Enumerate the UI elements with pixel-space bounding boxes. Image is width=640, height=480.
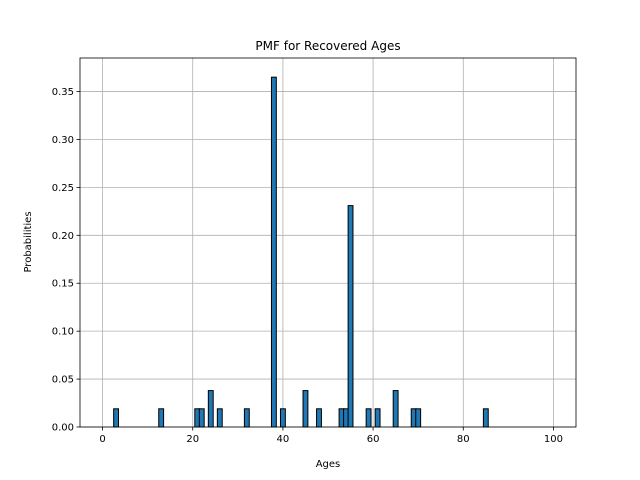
bar-age-32 — [243, 408, 250, 428]
chart-title: PMF for Recovered Ages — [255, 39, 400, 53]
bar-age-55 — [347, 205, 354, 428]
y-tick-label: 0.05 — [52, 375, 74, 386]
y-axis-label: Probabilities — [23, 211, 34, 272]
y-tick-label: 0.20 — [52, 231, 74, 242]
grid-lines — [80, 58, 576, 428]
y-tick-label: 0.10 — [52, 327, 74, 338]
bar-age-61 — [374, 408, 381, 428]
y-axis-ticks: 0.00 0.05 0.10 0.15 0.20 0.25 0.30 0.35 — [52, 87, 80, 434]
y-tick-label: 0.30 — [52, 135, 74, 146]
y-tick-label: 0.25 — [52, 183, 74, 194]
bar-age-65 — [392, 390, 399, 428]
bar-age-45 — [302, 390, 309, 428]
y-tick-label: 0.15 — [52, 279, 74, 290]
x-tick-label: 40 — [277, 434, 290, 445]
bar-age-48 — [316, 408, 322, 428]
bar-age-26 — [216, 408, 223, 428]
y-tick-label: 0.00 — [52, 423, 74, 434]
bar-age-38 — [270, 76, 277, 428]
bar-age-3 — [113, 408, 120, 428]
x-tick-label: 60 — [367, 434, 380, 445]
bar-age-13 — [158, 408, 165, 428]
y-tick-label: 0.35 — [52, 87, 74, 98]
plot-area — [80, 58, 576, 427]
bar-age-40 — [279, 408, 286, 428]
bar-age-24 — [207, 390, 214, 428]
x-tick-label: 80 — [457, 434, 470, 445]
bar-age-22 — [198, 408, 205, 428]
bar-age-59 — [365, 408, 372, 428]
plot-frame — [79, 57, 577, 428]
bar-age-70 — [415, 408, 422, 428]
x-tick-label: 100 — [544, 434, 563, 445]
x-axis-label: Ages — [316, 459, 341, 470]
x-tick-label: 0 — [99, 434, 105, 445]
x-tick-label: 20 — [186, 434, 199, 445]
x-axis-ticks: 0 20 40 60 80 100 — [99, 427, 563, 445]
bar-age-85 — [482, 408, 489, 428]
